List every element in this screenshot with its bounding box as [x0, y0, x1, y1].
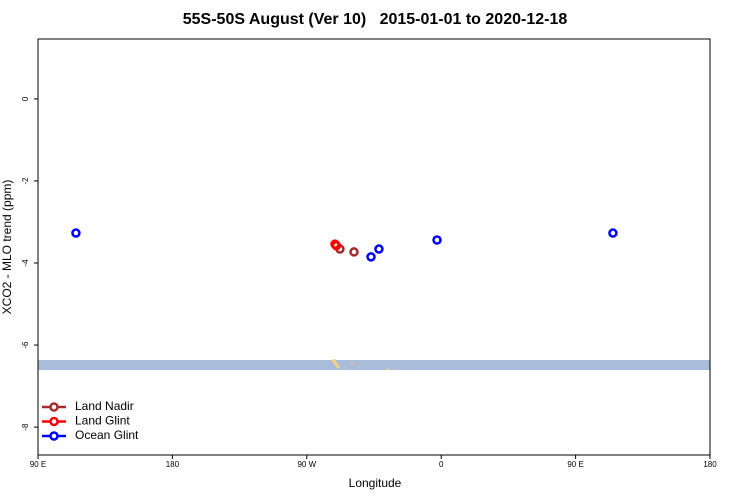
map-band	[38, 360, 710, 370]
y-tick-label: -2	[21, 177, 30, 185]
point	[374, 244, 384, 254]
point	[608, 228, 618, 238]
x-tick-label: 0	[439, 460, 444, 469]
y-tick-label: -8	[21, 423, 30, 431]
x-tick-label: 180	[703, 460, 717, 469]
y-axis-label: XCO2 - MLO trend (ppm)	[0, 180, 14, 315]
x-axis-label: Longitude	[349, 476, 402, 490]
x-tick-label: 90 E	[567, 460, 583, 469]
point	[71, 228, 81, 238]
x-tick-label: 90 E	[30, 460, 46, 469]
plot-frame	[37, 38, 711, 456]
point	[366, 252, 376, 262]
y-tick-label: 0	[21, 96, 30, 101]
point	[432, 235, 442, 245]
legend-marker	[49, 402, 59, 412]
x-tick-label: 90 W	[297, 460, 316, 469]
legend-label: Land Nadir	[75, 399, 134, 413]
x-tick-label: 180	[166, 460, 180, 469]
y-tick-label: -6	[21, 341, 30, 349]
y-tick-label: -4	[21, 259, 30, 267]
legend-marker	[49, 431, 59, 441]
legend-label: Ocean Glint	[75, 428, 139, 442]
chart-title: 55S-50S August (Ver 10) 2015-01-01 to 20…	[183, 11, 568, 28]
legend-label: Land Glint	[75, 414, 130, 428]
point	[331, 241, 342, 251]
land-specks	[332, 359, 389, 370]
point	[349, 247, 359, 257]
legend-marker	[49, 416, 59, 427]
